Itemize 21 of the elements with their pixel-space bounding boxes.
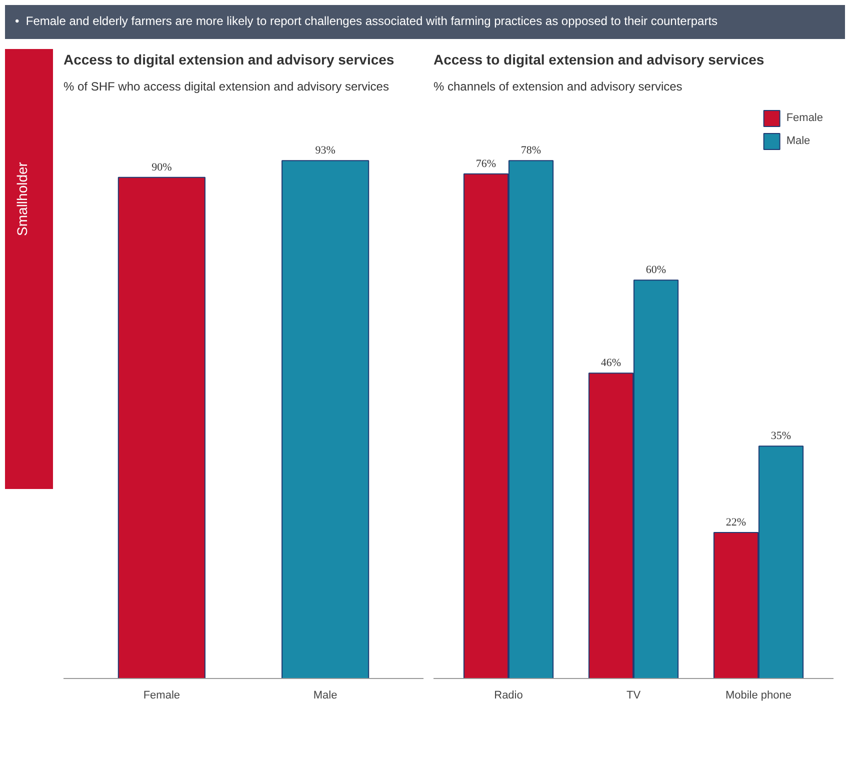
- chart-subtitle: % of SHF who access digital extension and advisory services: [64, 80, 389, 94]
- data-label: 93%: [315, 144, 336, 157]
- legend-label: Male: [786, 135, 810, 147]
- data-label: 60%: [646, 264, 666, 276]
- x-tick-label: TV: [626, 690, 642, 702]
- data-label: 76%: [476, 158, 496, 170]
- chart-title: Access to digital extension and advisory services: [64, 52, 394, 68]
- chart-subtitle: % channels of extension and advisory services: [434, 80, 682, 94]
- x-tick-label: Mobile phone: [725, 690, 792, 702]
- text: Smallholder: [12, 162, 31, 236]
- data-label: 35%: [770, 430, 792, 442]
- text: • Female and elderly farmers are more likely to report challenges associated with farming practices as opposed to their counterparts: [15, 13, 718, 30]
- x-tick-label: Female: [143, 690, 180, 702]
- legend-label: Female: [786, 112, 823, 124]
- x-tick-label: Male: [313, 690, 338, 702]
- data-label: 22%: [726, 516, 746, 528]
- chart-title: Access to digital extension and advisory services: [434, 52, 764, 68]
- data-label: 78%: [520, 144, 542, 157]
- data-label: 46%: [600, 357, 622, 370]
- x-tick-label: Radio: [494, 690, 523, 702]
- data-label: 90%: [152, 161, 172, 174]
